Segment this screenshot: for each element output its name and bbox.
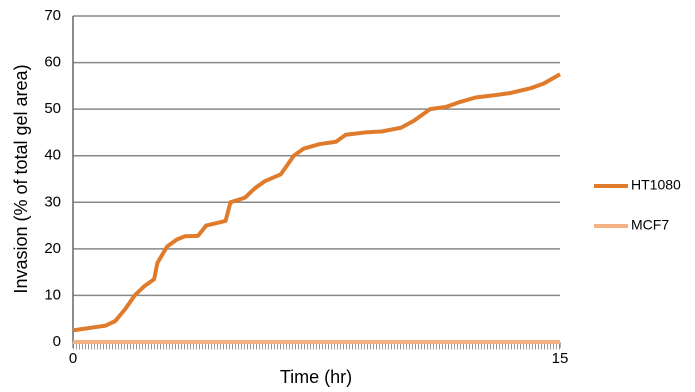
y-tick-label: 0 [53, 333, 61, 350]
y-tick-label: 40 [44, 147, 61, 164]
y-tick-label: 20 [44, 240, 61, 257]
y-tick-label: 30 [44, 193, 61, 210]
y-tick-label: 10 [44, 286, 61, 303]
legend-label: MCF7 [631, 217, 669, 233]
legend-label: HT1080 [631, 177, 681, 193]
x-tick-label: 15 [552, 350, 569, 367]
x-tick-label: 0 [69, 350, 77, 367]
y-tick-label: 70 [44, 7, 61, 24]
y-tick-label: 50 [44, 100, 61, 117]
y-tick-label: 60 [44, 54, 61, 71]
x-axis-title: Time (hr) [280, 367, 352, 387]
y-axis-title: Invasion (% of total gel area) [11, 64, 31, 293]
series-line [72, 72, 561, 333]
